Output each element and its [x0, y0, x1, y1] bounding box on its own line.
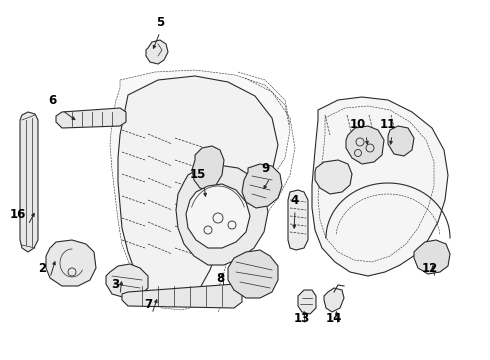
Polygon shape: [20, 112, 38, 252]
Polygon shape: [312, 97, 448, 276]
Text: 10: 10: [350, 118, 366, 131]
Text: 13: 13: [294, 311, 310, 324]
Polygon shape: [298, 290, 316, 314]
Text: 5: 5: [156, 15, 164, 28]
Text: 9: 9: [261, 162, 269, 175]
Polygon shape: [192, 146, 224, 190]
Polygon shape: [106, 264, 148, 298]
Polygon shape: [110, 70, 290, 310]
Polygon shape: [228, 250, 278, 298]
Text: 8: 8: [216, 271, 224, 284]
Polygon shape: [346, 126, 384, 164]
Polygon shape: [186, 184, 250, 248]
Text: 15: 15: [190, 168, 206, 181]
Polygon shape: [324, 288, 344, 312]
Polygon shape: [414, 240, 450, 274]
Text: 6: 6: [48, 94, 56, 107]
Polygon shape: [46, 240, 96, 286]
Text: 14: 14: [326, 311, 342, 324]
Text: 11: 11: [380, 118, 396, 131]
Text: 4: 4: [291, 194, 299, 207]
Text: 12: 12: [422, 261, 438, 274]
Polygon shape: [176, 165, 268, 265]
Polygon shape: [388, 126, 414, 156]
Text: 2: 2: [38, 261, 46, 274]
Polygon shape: [146, 40, 168, 64]
Text: 16: 16: [10, 208, 26, 221]
Polygon shape: [118, 76, 278, 300]
Polygon shape: [122, 284, 242, 308]
Polygon shape: [56, 108, 126, 128]
Polygon shape: [288, 190, 308, 250]
Polygon shape: [242, 164, 282, 208]
Text: 7: 7: [144, 297, 152, 310]
Text: 3: 3: [111, 279, 119, 292]
Polygon shape: [315, 160, 352, 194]
